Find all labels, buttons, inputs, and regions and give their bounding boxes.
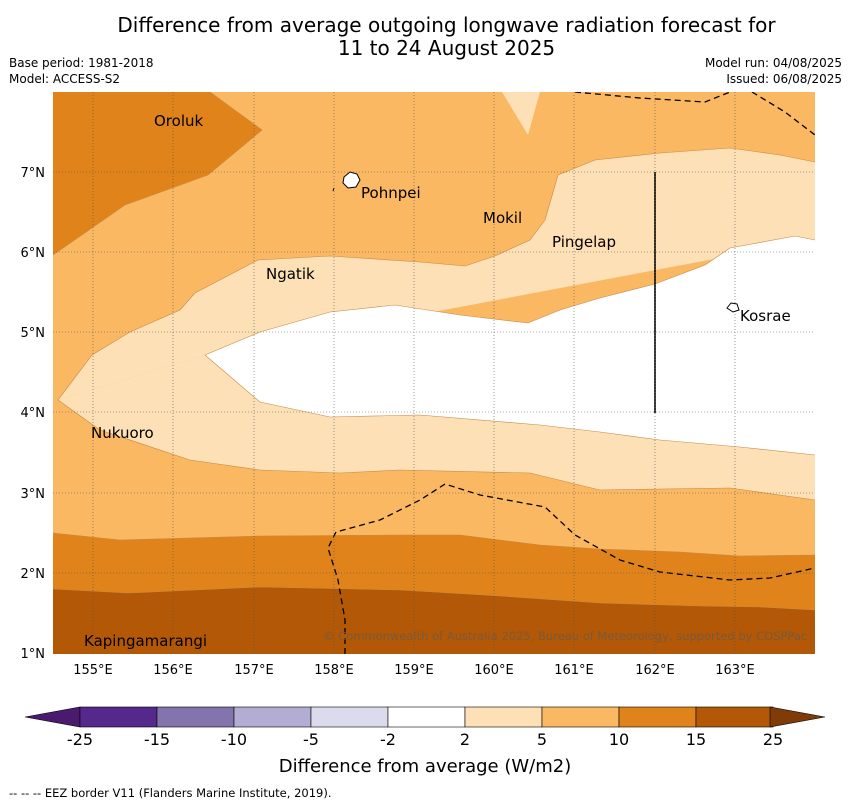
colorbar-segment — [464, 706, 543, 728]
place-kapingamarangi: Kapingamarangi — [84, 632, 207, 650]
colorbar-label: -10 — [221, 730, 247, 749]
kosrae-island — [726, 302, 740, 313]
colorbar-segment — [233, 706, 312, 728]
meta-right: Model run: 04/08/2025 Issued: 06/08/2025 — [705, 55, 842, 87]
colorbar-segment — [618, 706, 697, 728]
lon-ticks: 155°E 156°E 157°E 158°E 159°E 160°E 161°… — [73, 663, 755, 678]
place-kosrae: Kosrae — [740, 307, 791, 325]
band-2-5-north — [502, 92, 540, 135]
model-run: Model run: 04/08/2025 — [704, 56, 842, 70]
lon-tick: 160°E — [474, 663, 514, 678]
lat-tick: 3°N — [21, 487, 46, 502]
lat-tick: 6°N — [21, 246, 46, 261]
colorbar-label: -2 — [380, 730, 396, 749]
colorbar-label: 5 — [537, 730, 547, 749]
lat-ticks: 7°N 6°N 5°N 4°N 3°N 2°N 1°N — [21, 166, 46, 662]
title-line-2: 11 to 24 August 2025 — [337, 36, 556, 60]
place-nukuoro: Nukuoro — [91, 424, 154, 442]
place-pohnpei: Pohnpei — [361, 184, 421, 202]
colorbar-segment — [695, 706, 774, 728]
contour-fill — [53, 92, 815, 654]
lat-tick: 4°N — [21, 406, 46, 421]
colorbar-segments — [79, 706, 774, 728]
colorbar-segment — [79, 706, 158, 728]
place-mokil: Mokil — [483, 209, 522, 227]
title-line-1: Difference from average outgoing longwav… — [117, 13, 776, 37]
lat-tick: 5°N — [21, 326, 46, 341]
lat-tick: 7°N — [21, 166, 46, 181]
map-title: Difference from average outgoing longwav… — [0, 14, 850, 60]
colorbar-label: 15 — [686, 730, 706, 749]
colorbar-label: 10 — [609, 730, 629, 749]
colorbar-title: Difference from average (W/m2) — [279, 756, 571, 777]
model-name: Model: ACCESS-S2 — [9, 72, 121, 86]
copyright-notice: © Commonwealth of Australia 2025, Bureau… — [323, 629, 807, 643]
lon-tick: 157°E — [234, 663, 274, 678]
lat-tick: 1°N — [21, 647, 46, 662]
eez-footnote: -- -- -- EEZ border V11 (Flanders Marine… — [9, 786, 332, 800]
colorbar-extend-high — [769, 706, 826, 728]
colorbar-segment — [310, 706, 389, 728]
grid-lines — [53, 92, 815, 654]
islet-mark — [332, 187, 335, 192]
eez-borders — [327, 92, 815, 654]
band-10-15-northwest — [53, 92, 262, 255]
lon-tick: 156°E — [153, 663, 193, 678]
lon-tick: 159°E — [394, 663, 434, 678]
lon-tick: 162°E — [635, 663, 675, 678]
place-labels: Oroluk Pohnpei Mokil Pingelap Ngatik Kos… — [84, 112, 791, 650]
lon-tick: 155°E — [73, 663, 113, 678]
lon-tick: 163°E — [715, 663, 755, 678]
issued-date: Issued: 06/08/2025 — [726, 72, 842, 86]
base-period: Base period: 1981-2018 — [9, 56, 154, 70]
meta-left: Base period: 1981-2018 Model: ACCESS-S2 — [9, 55, 154, 87]
band-neutral — [205, 236, 815, 455]
colorbar-segment — [156, 706, 235, 728]
colorbar-label: -25 — [67, 730, 93, 749]
colorbar: -25 -15 -10 -5 -2 2 5 10 15 25 Difference from av… — [24, 706, 826, 777]
colorbar-labels: -25 -15 -10 -5 -2 2 5 10 15 25 — [67, 730, 783, 749]
lon-tick: 161°E — [554, 663, 594, 678]
colorbar-segment — [541, 706, 620, 728]
colorbar-label: 2 — [460, 730, 470, 749]
colorbar-label: -5 — [303, 730, 319, 749]
place-pingelap: Pingelap — [552, 233, 616, 251]
colorbar-label: -15 — [144, 730, 170, 749]
place-oroluk: Oroluk — [154, 112, 203, 130]
contour-lines — [53, 92, 815, 611]
colorbar-label: 25 — [763, 730, 783, 749]
lon-tick: 158°E — [314, 663, 354, 678]
lat-tick: 2°N — [21, 567, 46, 582]
place-ngatik: Ngatik — [266, 265, 315, 283]
colorbar-segment — [387, 706, 466, 728]
pohnpei-island — [342, 171, 361, 189]
colorbar-extend-low — [24, 706, 81, 728]
